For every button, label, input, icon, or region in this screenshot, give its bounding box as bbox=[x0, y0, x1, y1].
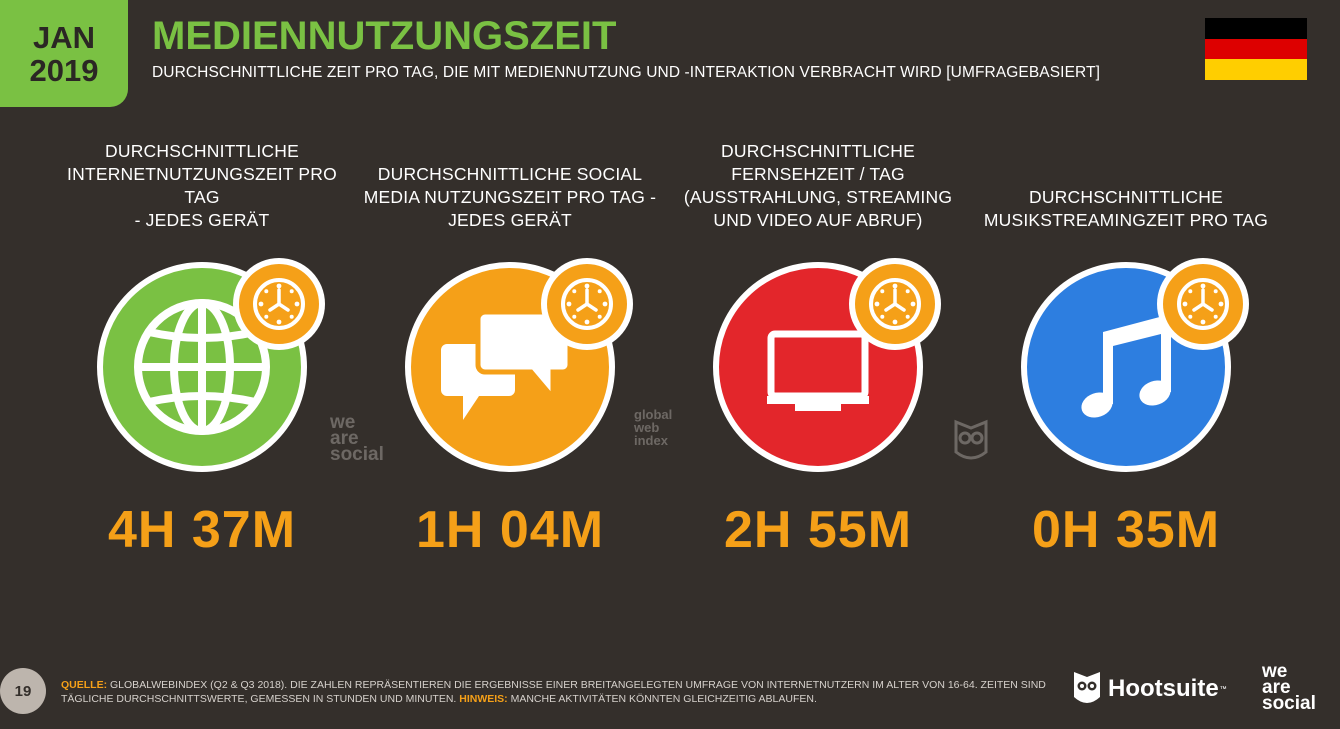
hootsuite-owl-watermark-icon bbox=[953, 418, 989, 464]
flag-stripe-gold bbox=[1205, 59, 1307, 80]
hootsuite-logo: Hootsuite ™ bbox=[1072, 669, 1227, 709]
stat-icon-wrap bbox=[713, 258, 941, 472]
stat-icon-wrap bbox=[1021, 258, 1249, 472]
stat-value: 4H 37M bbox=[107, 501, 297, 559]
stat-value: 0H 35M bbox=[1031, 501, 1221, 559]
source-label: QUELLE: bbox=[61, 679, 108, 691]
clock-icon bbox=[541, 258, 633, 350]
stat-label: DURCHSCHNITTLICHE SOCIAL MEDIA NUTZUNGSZ… bbox=[363, 164, 657, 230]
trademark-symbol: ™ bbox=[1219, 685, 1227, 693]
stat-label: DURCHSCHNITTLICHE FERNSEHZEIT / TAG (AUS… bbox=[683, 141, 953, 230]
wearesocial-logo: we are social bbox=[1262, 661, 1316, 714]
clock-icon bbox=[233, 258, 325, 350]
page-title: MEDIENNUTZUNGSZEIT bbox=[152, 14, 617, 58]
hootsuite-wordmark: Hootsuite bbox=[1108, 675, 1219, 702]
stat-value: 1H 04M bbox=[415, 501, 605, 559]
stat-internet-time: DURCHSCHNITTLICHE INTERNETNUTZUNGSZEIT P… bbox=[48, 140, 356, 560]
date-year: 2019 bbox=[29, 52, 99, 88]
stat-value: 2H 55M bbox=[723, 501, 913, 559]
flag-stripe-black bbox=[1205, 18, 1307, 39]
globalwebindex-watermark: global web index bbox=[634, 407, 673, 448]
flag-stripe-red bbox=[1205, 38, 1307, 60]
note-label: HINWEIS: bbox=[459, 693, 508, 705]
hootsuite-owl-icon bbox=[1074, 672, 1100, 703]
wearesocial-watermark: we are social bbox=[330, 412, 384, 465]
clock-icon bbox=[1157, 258, 1249, 350]
source-footnote: QUELLE: GLOBALWEBINDEX (Q2 & Q3 2018). D… bbox=[61, 678, 1051, 706]
stat-label: DURCHSCHNITTLICHE INTERNETNUTZUNGSZEIT P… bbox=[67, 141, 337, 230]
date-badge: JAN 2019 bbox=[0, 0, 128, 107]
source-text: GLOBALWEBINDEX (Q2 & Q3 2018). DIE ZAHLE… bbox=[61, 679, 1046, 705]
stat-label: DURCHSCHNITTLICHE MUSIKSTREAMINGZEIT PRO… bbox=[983, 187, 1269, 230]
page-subtitle: DURCHSCHNITTLICHE ZEIT PRO TAG, DIE MIT … bbox=[152, 64, 1101, 81]
note-text: MANCHE AKTIVITÄTEN KÖNNTEN GLEICHZEITIG … bbox=[507, 693, 817, 705]
page-number: 19 bbox=[0, 668, 46, 714]
stat-social-media-time: DURCHSCHNITTLICHE SOCIAL MEDIA NUTZUNGSZ… bbox=[356, 140, 664, 560]
date-month: JAN bbox=[32, 19, 95, 55]
stat-music-time: DURCHSCHNITTLICHE MUSIKSTREAMINGZEIT PRO… bbox=[972, 140, 1280, 560]
germany-flag-icon bbox=[1205, 18, 1307, 80]
stat-tv-time: DURCHSCHNITTLICHE FERNSEHZEIT / TAG (AUS… bbox=[664, 140, 972, 560]
stat-icon-wrap bbox=[405, 258, 633, 472]
clock-icon bbox=[849, 258, 941, 350]
stat-icon-wrap bbox=[97, 258, 325, 472]
